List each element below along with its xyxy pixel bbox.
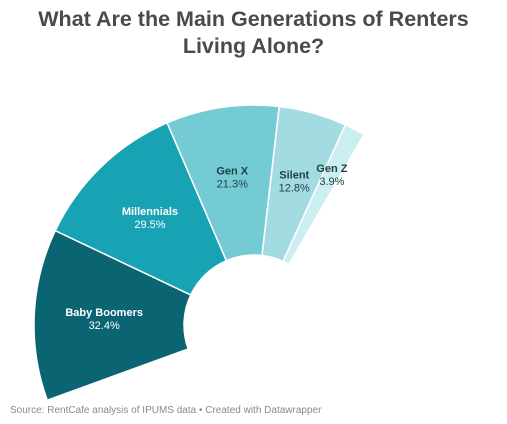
- slice-gen-z[interactable]: [282, 123, 366, 266]
- chart-title: What Are the Main Generations of Renters…: [38, 7, 469, 58]
- slice-value-baby-boomers: 32.4%: [89, 320, 120, 332]
- slice-value-gen-z: 3.9%: [319, 176, 344, 188]
- slice-value-silent: 12.8%: [279, 183, 310, 195]
- slice-value-millennials: 29.5%: [134, 219, 165, 231]
- slice-millennials[interactable]: [54, 121, 228, 296]
- slice-label-gen-x: Gen X: [216, 166, 248, 178]
- slice-baby-boomers[interactable]: [33, 229, 192, 402]
- slice-label-gen-z: Gen Z: [316, 163, 347, 175]
- slice-label-silent: Silent: [279, 170, 309, 182]
- chart-source: Source: RentCafe analysis of IPUMS data …: [10, 405, 322, 416]
- slice-value-gen-x: 21.3%: [217, 179, 248, 191]
- slice-label-baby-boomers: Baby Boomers: [65, 307, 143, 319]
- slice-label-millennials: Millennials: [122, 206, 178, 218]
